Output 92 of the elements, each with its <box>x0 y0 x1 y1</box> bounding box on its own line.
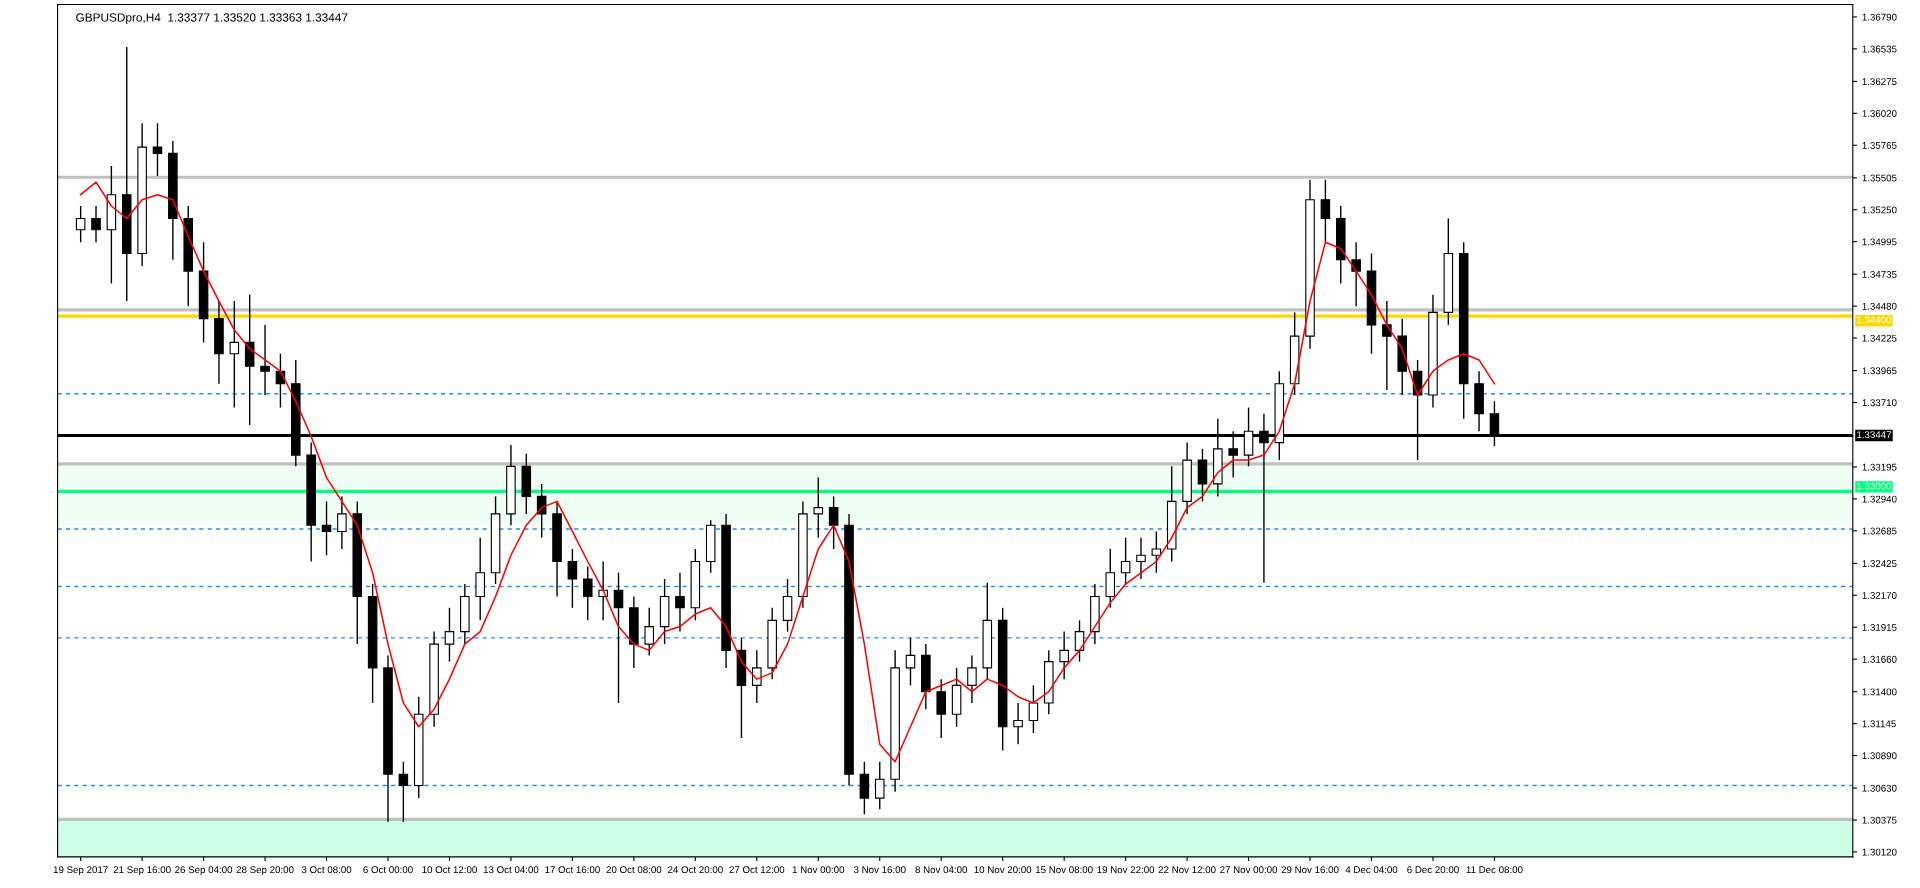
x-tick-label: 22 Nov 12:00 <box>1158 866 1216 874</box>
candlestick <box>874 761 885 811</box>
candlestick <box>536 483 547 539</box>
candlestick <box>967 654 977 704</box>
ref-line-label: 1.33447 <box>1857 431 1892 439</box>
candlestick <box>828 495 839 550</box>
x-tick-label: 20 Oct 08:00 <box>606 866 662 874</box>
x-tick-label: 19 Nov 22:00 <box>1097 866 1155 874</box>
candlestick <box>444 607 455 663</box>
text: GBPUSDpro,H4 1.33377 1.33520 1.33363 1.33447 <box>76 13 348 24</box>
candlestick <box>567 548 578 609</box>
y-tick-label: 1.32685 <box>1862 527 1897 535</box>
candlestick <box>337 495 347 550</box>
y-tick-label: 1.31915 <box>1862 623 1897 631</box>
candlestick <box>1105 548 1116 609</box>
candlestick <box>260 324 270 396</box>
y-tick-label: 1.36020 <box>1862 110 1897 117</box>
x-tick-label: 6 Dec 20:00 <box>1407 866 1459 874</box>
candlestick <box>475 537 485 622</box>
candlestick <box>752 649 762 704</box>
x-tick-label: 17 Oct 16:00 <box>545 866 600 874</box>
y-tick-label: 1.36275 <box>1862 78 1897 86</box>
y-tick-label: 1.31145 <box>1862 720 1896 728</box>
candlestick <box>1120 537 1131 585</box>
x-tick-label: 21 Sep 16:00 <box>113 866 171 876</box>
x-tick-label: 26 Sep 04:00 <box>175 866 233 876</box>
candlestick <box>613 572 624 704</box>
x-tick-label: 3 Oct 08:00 <box>301 866 352 874</box>
candlestick <box>1059 630 1069 680</box>
candlestick <box>813 476 824 539</box>
x-tick-label: 6 Oct 00:00 <box>363 866 413 874</box>
x-tick-label: 29 Nov 16:00 <box>1281 866 1339 874</box>
ref-line-label: 1.34400 <box>1857 316 1892 324</box>
x-tick-label: 3 Nov 16:00 <box>853 866 906 874</box>
candlestick <box>152 122 163 177</box>
y-tick-label: 1.34735 <box>1862 270 1897 278</box>
candlestick <box>675 572 685 633</box>
x-tick-label: 13 Oct 04:00 <box>483 866 539 874</box>
x-tick-label: 4 Dec 04:00 <box>1345 866 1398 874</box>
y-tick-label: 1.30890 <box>1862 752 1897 760</box>
candlestick <box>1197 448 1208 503</box>
candlestick <box>1136 537 1146 580</box>
y-tick-label: 1.33195 <box>1862 463 1897 471</box>
candlestick <box>1320 178 1331 243</box>
y-tick-label: 1.36535 <box>1862 45 1897 53</box>
candlestick <box>859 761 870 816</box>
x-tick-label: 10 Oct 12:00 <box>422 866 477 874</box>
candlestick <box>1013 702 1023 745</box>
y-tick-label: 1.35765 <box>1862 142 1897 149</box>
candlestick <box>398 761 409 823</box>
candlestick <box>75 205 86 243</box>
y-tick-label: 1.32425 <box>1862 560 1897 567</box>
y-tick-label: 1.36790 <box>1862 13 1897 21</box>
candlestick <box>782 578 793 633</box>
y-tick-label: 1.35505 <box>1862 174 1897 182</box>
y-tick-label: 1.35250 <box>1862 206 1897 214</box>
x-tick-label: 24 Oct 20:00 <box>668 866 723 874</box>
line-series <box>79 181 1496 763</box>
x-tick-label: 27 Oct 12:00 <box>729 866 785 874</box>
candlestick <box>321 500 332 556</box>
y-tick-label: 1.30120 <box>1862 848 1897 856</box>
candlestick <box>644 607 655 657</box>
y-tick-label: 1.33965 <box>1862 367 1897 375</box>
x-tick-label: 28 Sep 20:00 <box>236 866 294 876</box>
x-tick-label: 8 Nov 04:00 <box>915 866 968 874</box>
candlestick <box>1151 530 1162 574</box>
candlestick <box>91 205 101 243</box>
x-tick-label: 10 Nov 20:00 <box>974 866 1032 874</box>
y-tick-label: 1.30375 <box>1862 816 1897 824</box>
x-tick-label: 15 Nov 08:00 <box>1035 866 1093 874</box>
candlestick <box>1382 300 1392 391</box>
x-tick-label: 27 Nov 00:00 <box>1220 866 1278 874</box>
candlestick <box>244 294 255 426</box>
y-tick-label: 1.31400 <box>1862 688 1897 696</box>
candlestick <box>1351 241 1361 307</box>
y-tick-label: 1.30630 <box>1862 784 1897 792</box>
y-tick-label: 1.32940 <box>1862 495 1897 503</box>
candlestick <box>582 565 593 622</box>
y-tick-label: 1.34225 <box>1862 334 1897 342</box>
y-tick-label: 1.32170 <box>1862 592 1897 599</box>
x-tick-label: 19 Sep 2017 <box>53 866 108 876</box>
y-tick-label: 1.31660 <box>1862 655 1897 663</box>
x-tick-label: 11 Dec 08:00 <box>1466 866 1523 874</box>
ref-line-label: 1.33000 <box>1857 482 1892 490</box>
candlestick <box>905 637 916 687</box>
candlestick <box>1028 684 1039 734</box>
y-tick-label: 1.34480 <box>1862 302 1897 310</box>
y-tick-label: 1.33710 <box>1862 399 1897 407</box>
candlestick <box>229 300 240 409</box>
y-tick-label: 1.34995 <box>1862 238 1897 246</box>
x-tick-label: 1 Nov 00:00 <box>792 866 845 874</box>
candlestick <box>936 678 946 739</box>
